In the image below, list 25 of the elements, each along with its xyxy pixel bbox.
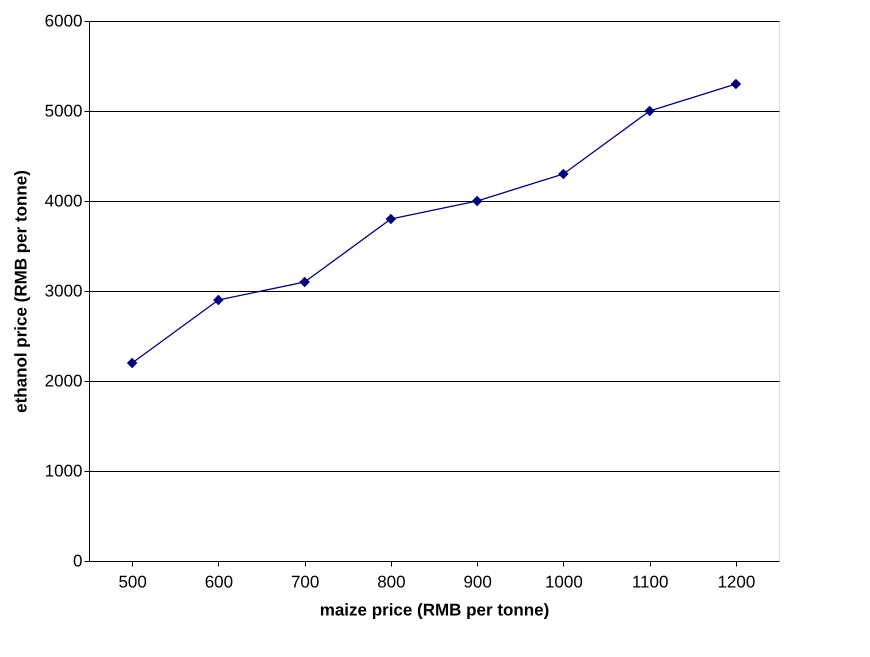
x-axis-title: maize price (RMB per tonne) bbox=[320, 600, 550, 620]
point bbox=[730, 78, 742, 90]
y-tick-label: 1000 bbox=[44, 462, 82, 480]
y-tick-label: 2000 bbox=[44, 372, 82, 390]
y-tick-label: 3000 bbox=[44, 282, 82, 300]
y-tick-label: 6000 bbox=[44, 12, 82, 30]
y-axis-title: ethanol price (RMB per tonne) bbox=[12, 170, 31, 413]
x-tick-label: 900 bbox=[463, 572, 492, 592]
point bbox=[126, 358, 138, 368]
x-tick-label: 1000 bbox=[544, 572, 583, 592]
point bbox=[213, 294, 224, 306]
x-tick-label: 500 bbox=[118, 572, 147, 592]
x-tick-label: 800 bbox=[377, 572, 406, 592]
y-tick-label: 5000 bbox=[44, 102, 82, 120]
x-tick-label: 700 bbox=[290, 572, 320, 592]
x-tick-label: 1100 bbox=[632, 572, 668, 592]
point bbox=[558, 168, 569, 180]
y-tick-label: 0 bbox=[73, 552, 82, 570]
x-tick-label: 600 bbox=[204, 572, 234, 592]
point bbox=[472, 196, 482, 206]
x-tick-label: 1200 bbox=[717, 572, 756, 592]
point bbox=[644, 106, 655, 116]
point bbox=[299, 276, 310, 288]
y-tick-label: 4000 bbox=[44, 192, 82, 210]
point bbox=[386, 214, 396, 224]
